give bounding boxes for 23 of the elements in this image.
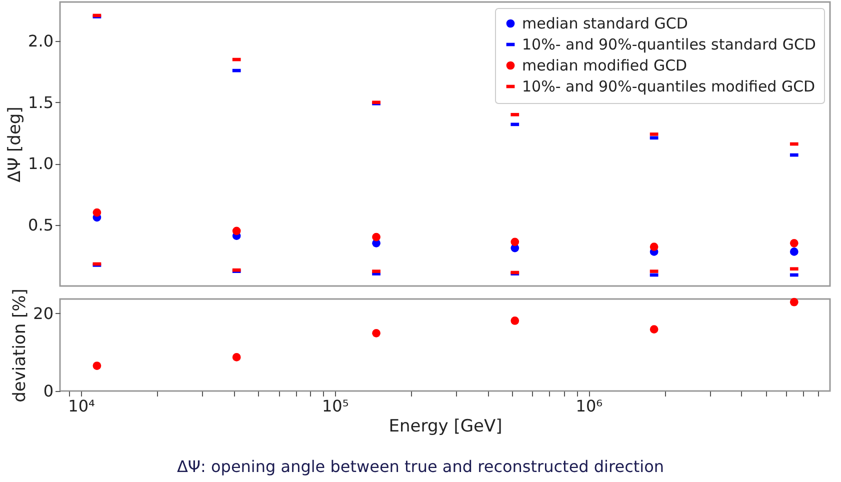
y-tick-label: 1.0 xyxy=(28,154,54,174)
text: ΔΨ: opening angle between true and reconstructed direction xyxy=(176,457,666,476)
legend-label: 10%- and 90%-quantiles standard GCD xyxy=(522,36,816,54)
x-axis-title: Energy [GeV] xyxy=(388,416,502,436)
point xyxy=(790,298,798,306)
x-tick-label: 10⁵ xyxy=(322,396,349,416)
point xyxy=(372,328,380,338)
y-axis-title: ΔΨ [deg] xyxy=(5,106,26,182)
y-tick-label: 0.5 xyxy=(28,215,54,234)
legend-label: median standard GCD xyxy=(522,14,688,32)
point xyxy=(510,316,520,325)
y-tick-label: 0 xyxy=(43,382,54,400)
x-tick-label: 10⁶ xyxy=(576,396,603,416)
x-tick-label: 10⁴ xyxy=(68,396,95,416)
legend-label: 10%- and 90%-quantiles modified GCD xyxy=(522,78,816,96)
point xyxy=(232,353,241,362)
legend-label: median modified GCD xyxy=(522,56,688,74)
y-axis-title: deviation [%] xyxy=(10,288,30,402)
point xyxy=(650,325,658,334)
y-tick-label: 20 xyxy=(33,304,54,323)
y-tick-label: 2.0 xyxy=(28,32,54,51)
y-tick-label: 1.5 xyxy=(28,92,54,112)
point xyxy=(92,362,102,370)
